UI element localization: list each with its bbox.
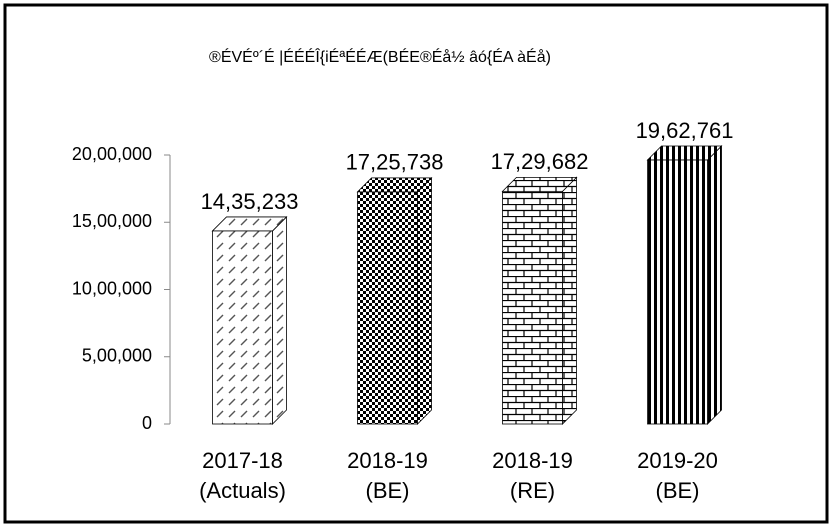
x-tick-label: 2018-19 — [492, 448, 573, 473]
x-tick-label: 2018-19 — [347, 448, 428, 473]
bar — [356, 176, 433, 425]
bar — [501, 176, 578, 425]
bar-side — [707, 145, 722, 425]
x-tick-label: 2019-20 — [637, 448, 718, 473]
bar-front — [212, 230, 273, 425]
y-tick-label: 10,00,000 — [72, 278, 152, 298]
bar-side — [562, 176, 577, 425]
bar — [211, 215, 288, 425]
bar-front — [357, 191, 418, 425]
value-label: 17,25,738 — [346, 150, 444, 175]
y-tick-label: 0 — [142, 413, 152, 433]
value-label: 19,62,761 — [636, 118, 734, 143]
x-tick-label: (RE) — [510, 478, 555, 503]
bar-front — [502, 190, 563, 425]
bar-front — [647, 159, 708, 425]
y-tick-label: 15,00,000 — [72, 211, 152, 231]
x-tick-label: 2017-18 — [202, 448, 283, 473]
x-tick-label: (BE) — [656, 478, 700, 503]
value-label: 14,35,233 — [201, 189, 299, 214]
x-tick-label: (BE) — [366, 478, 410, 503]
bar-side — [417, 176, 432, 425]
bar — [646, 145, 723, 425]
chart-title: ®ÉVÉº´É |ÉÉÉÎ{iÉªÉÉÆ(BÉE®Éå½ âó{ÉA àÉå) — [209, 47, 551, 66]
y-tick-label: 5,00,000 — [82, 346, 152, 366]
bar-side — [272, 215, 287, 425]
value-label: 17,29,682 — [491, 149, 589, 174]
x-tick-label: (Actuals) — [199, 478, 286, 503]
y-tick-label: 20,00,000 — [72, 144, 152, 164]
